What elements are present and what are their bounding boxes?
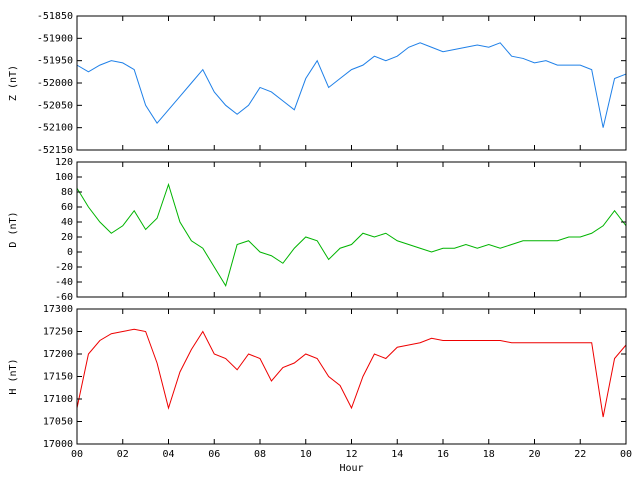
- x-tick-label: 06: [208, 449, 220, 460]
- x-tick-label: 12: [345, 449, 357, 460]
- y-tick-label: 120: [55, 157, 73, 168]
- y-tick-label: 17200: [43, 349, 73, 360]
- x-tick-label: 14: [391, 449, 403, 460]
- y-axis-label: H (nT): [8, 358, 19, 394]
- x-tick-label: 08: [254, 449, 266, 460]
- y-tick-label: -51900: [37, 33, 73, 44]
- y-tick-label: -60: [55, 292, 73, 303]
- panel-frame: [76, 308, 627, 445]
- panel-frame: [76, 161, 627, 298]
- y-tick-label: 17100: [43, 394, 73, 405]
- panel-frame: [76, 15, 627, 151]
- y-tick-label: 17300: [43, 304, 73, 315]
- y-tick-label: 20: [61, 232, 73, 243]
- y-tick-label: -52150: [37, 145, 73, 156]
- data-line: [76, 182, 627, 287]
- y-tick-label: -20: [55, 262, 73, 273]
- y-axis-label: D (nT): [8, 211, 19, 247]
- x-tick-label: 04: [162, 449, 174, 460]
- x-axis-label: Hour: [339, 463, 363, 474]
- y-tick-label: -40: [55, 277, 73, 288]
- x-tick-label: 20: [528, 449, 540, 460]
- y-tick-label: -52050: [37, 100, 73, 111]
- data-line: [76, 328, 627, 418]
- y-tick-label: -52000: [37, 78, 73, 89]
- y-tick-label: 17000: [43, 439, 73, 450]
- y-tick-label: -51850: [37, 11, 73, 22]
- x-tick-label: 22: [574, 449, 586, 460]
- y-tick-label: 80: [61, 187, 73, 198]
- x-tick-label: 00: [620, 449, 632, 460]
- x-tick-label: 10: [300, 449, 312, 460]
- x-tick-label: 16: [437, 449, 449, 460]
- y-tick-label: 0: [67, 247, 73, 258]
- y-tick-label: 17050: [43, 417, 73, 428]
- y-tick-label: 100: [55, 172, 73, 183]
- y-tick-label: 40: [61, 217, 73, 228]
- data-line: [76, 42, 627, 128]
- y-tick-label: -52100: [37, 123, 73, 134]
- y-tick-label: 17150: [43, 372, 73, 383]
- x-tick-label: 18: [483, 449, 495, 460]
- y-tick-label: 17250: [43, 327, 73, 338]
- x-tick-label: 02: [117, 449, 129, 460]
- y-axis-label: Z (nT): [8, 65, 19, 101]
- y-tick-label: -51950: [37, 56, 73, 67]
- x-tick-label: 00: [71, 449, 83, 460]
- y-tick-label: 60: [61, 202, 73, 213]
